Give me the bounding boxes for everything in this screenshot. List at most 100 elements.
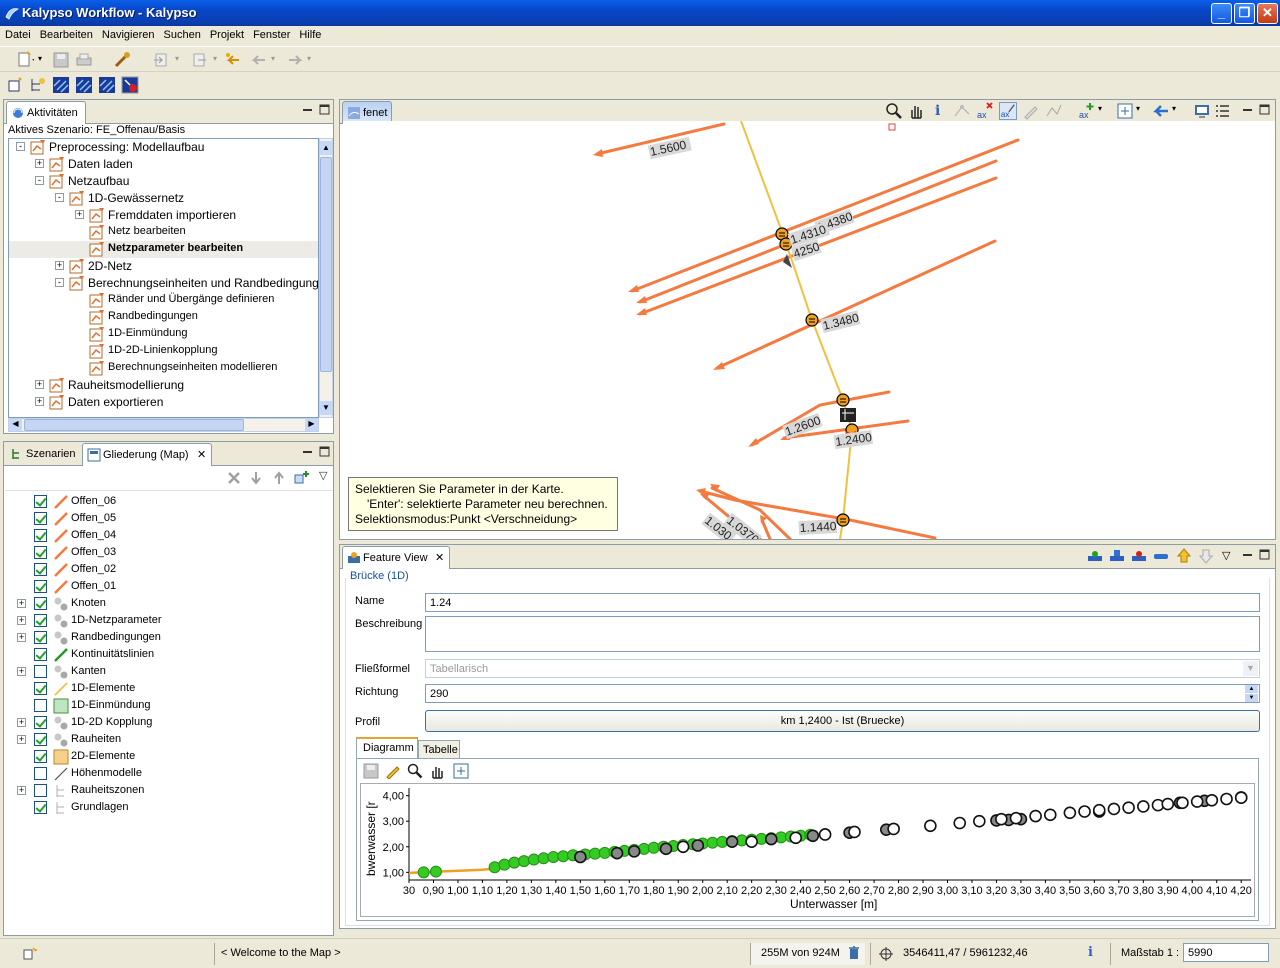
data-point[interactable] — [429, 865, 442, 878]
spin-down-icon[interactable]: ▼ — [1245, 694, 1258, 702]
data-point[interactable] — [1078, 805, 1091, 818]
layer-visibility-checkbox[interactable] — [34, 631, 47, 644]
data-point[interactable] — [1190, 795, 1204, 808]
collapse-icon[interactable]: - — [55, 278, 64, 287]
tree-item[interactable]: Netzparameter bearbeiten — [9, 241, 318, 258]
direction-spinner[interactable]: 290 ▲ ▼ — [425, 684, 1260, 703]
expand-icon[interactable]: + — [17, 717, 26, 727]
forward-icon[interactable] — [286, 51, 304, 69]
full-extent-icon[interactable] — [1116, 102, 1134, 120]
extent-dropdown-icon[interactable]: ▾ — [1136, 104, 1141, 113]
data-point[interactable] — [1205, 793, 1219, 807]
layer-visibility-checkbox[interactable] — [34, 716, 47, 729]
data-point[interactable] — [1063, 806, 1077, 820]
map-drawing[interactable]: 1.5600 1.4380 1.4310 4250 1.3480 1.2600 … — [343, 121, 1275, 539]
data-point[interactable] — [508, 856, 521, 869]
dropdown-arrow-icon[interactable]: ▼ — [1243, 661, 1258, 676]
screen-icon[interactable] — [1193, 102, 1211, 120]
data-point[interactable] — [848, 825, 861, 839]
minimize-view-icon[interactable] — [302, 446, 314, 458]
maximize-view-icon[interactable] — [319, 104, 331, 116]
map-back-icon[interactable] — [1152, 102, 1170, 120]
layer-visibility-checkbox[interactable] — [34, 750, 47, 763]
network-node[interactable] — [805, 313, 819, 327]
layer-item[interactable]: Höhenmodelle — [5, 766, 325, 783]
select-parameter-icon[interactable]: ax — [999, 102, 1017, 120]
menu-navigieren[interactable]: Navigieren — [101, 29, 155, 41]
data-point[interactable] — [659, 842, 673, 856]
tree-scroll-thumb[interactable] — [320, 157, 332, 372]
expand-icon[interactable]: + — [55, 260, 64, 270]
layer-item[interactable]: Grundlagen — [5, 800, 325, 817]
data-point[interactable] — [995, 812, 1008, 826]
data-point[interactable] — [417, 866, 430, 879]
tree-item[interactable]: Berechnungseinheiten modellieren — [9, 360, 318, 377]
import-icon[interactable] — [152, 51, 170, 69]
data-point[interactable] — [1220, 792, 1233, 806]
layer-visibility-checkbox[interactable] — [34, 597, 47, 610]
menu-datei[interactable]: Datei — [5, 29, 31, 41]
menu-projekt[interactable]: Projekt — [209, 29, 245, 41]
expand-icon[interactable]: + — [17, 785, 26, 795]
collapse-icon[interactable]: - — [16, 142, 25, 151]
layer-visibility-checkbox[interactable] — [34, 682, 47, 695]
network-node[interactable] — [836, 393, 850, 407]
tree-horizontal-scrollbar[interactable]: ◀ ▶ — [8, 418, 319, 432]
move-up-icon[interactable] — [1175, 547, 1193, 565]
tab-feature-view[interactable]: Feature View ✕ — [342, 546, 450, 569]
close-button[interactable]: ✕ — [1257, 3, 1278, 24]
maximize-view-icon[interactable] — [1259, 104, 1271, 116]
tree-item[interactable]: 1D-2D-Linienkopplung — [9, 343, 318, 360]
data-point[interactable] — [1107, 802, 1121, 816]
formula-select[interactable]: Tabellarisch ▼ — [425, 659, 1260, 678]
tab-outline-map[interactable]: Gliederung (Map) ✕ — [82, 443, 212, 466]
description-input[interactable] — [425, 616, 1260, 652]
new-icon[interactable] — [16, 51, 34, 69]
data-point[interactable] — [789, 831, 803, 845]
delete-parameter-icon[interactable]: ax — [976, 102, 994, 120]
layer-blue-2-icon[interactable] — [75, 76, 93, 94]
feature-action-1-icon[interactable] — [1086, 547, 1104, 565]
collapse-icon[interactable]: - — [35, 176, 44, 185]
data-point[interactable] — [498, 858, 511, 871]
layer-item[interactable]: 1D-Elemente — [5, 681, 325, 698]
bridge-symbol[interactable] — [840, 408, 856, 422]
fit-view-icon[interactable] — [453, 763, 469, 779]
print-icon[interactable] — [75, 51, 93, 69]
layer-item[interactable]: Offen_01 — [5, 579, 325, 596]
spin-up-icon[interactable]: ▲ — [1245, 685, 1258, 693]
layer-visibility-checkbox[interactable] — [34, 767, 47, 780]
expand-icon[interactable]: + — [17, 615, 26, 625]
layer-blue-1-icon[interactable] — [52, 76, 70, 94]
name-input[interactable]: 1.24 — [425, 593, 1260, 612]
menu-bearbeiten[interactable]: Bearbeiten — [39, 29, 93, 41]
data-point[interactable] — [1009, 811, 1023, 825]
tab-scenarios[interactable]: Szenarien — [6, 443, 82, 466]
data-point[interactable] — [691, 839, 705, 852]
memory-indicator[interactable]: 255M von 924M — [750, 943, 865, 965]
tree-item[interactable]: - Preprocessing: Modellaufbau — [9, 139, 318, 156]
maximize-view-icon[interactable] — [1259, 549, 1271, 561]
data-point[interactable] — [924, 819, 937, 833]
layer-item[interactable]: +1D-2D Kopplung — [5, 715, 325, 732]
data-point[interactable] — [1176, 796, 1189, 810]
pencil-icon[interactable] — [385, 763, 401, 779]
data-point[interactable] — [518, 855, 531, 868]
minimize-view-icon[interactable] — [302, 104, 314, 116]
snap-icon[interactable] — [1045, 102, 1063, 120]
minimize-view-icon[interactable] — [1242, 549, 1254, 561]
tree-item[interactable]: + Daten laden — [9, 156, 318, 173]
maximize-view-icon[interactable] — [319, 446, 331, 458]
feature-action-2-icon[interactable] — [1108, 547, 1126, 565]
list-view-icon[interactable] — [1213, 102, 1231, 120]
save-icon[interactable] — [52, 51, 70, 69]
remove-layer-icon[interactable] — [227, 471, 241, 485]
expand-icon[interactable]: + — [17, 666, 26, 676]
scenario-tree-icon[interactable] — [29, 76, 47, 94]
layer-visibility-checkbox[interactable] — [34, 563, 47, 576]
layer-visibility-checkbox[interactable] — [34, 495, 47, 508]
layer-item[interactable]: + Randbedingungen — [5, 630, 325, 647]
minimize-button[interactable]: _ — [1211, 3, 1232, 24]
layer-item[interactable]: 2D-Elemente — [5, 749, 325, 766]
tab-diagram[interactable]: Diagramm — [356, 737, 418, 759]
